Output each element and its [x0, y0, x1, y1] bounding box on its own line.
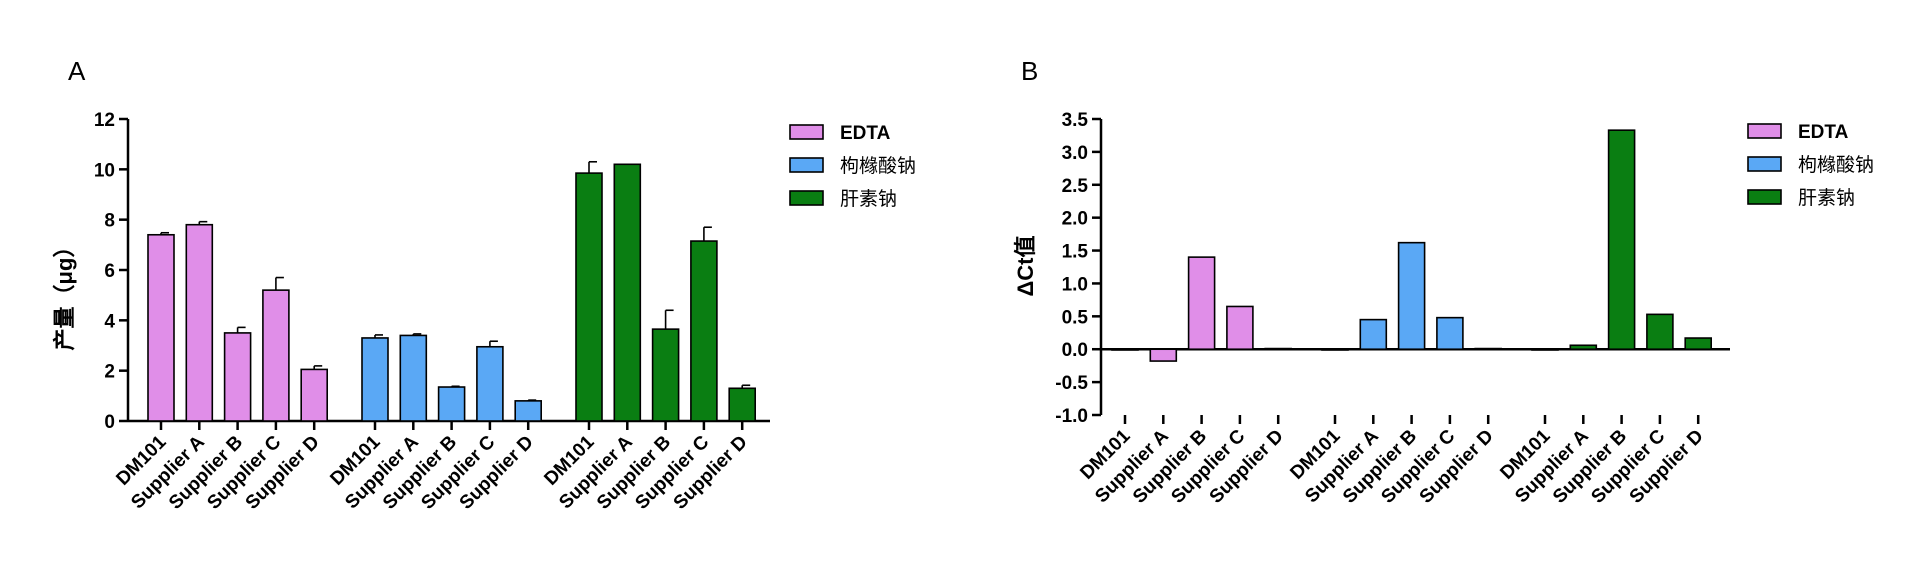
chart-a-y-tick-label: 8 [104, 211, 115, 232]
chart-a-y-tick-label: 6 [104, 261, 115, 282]
chart-a-legend-label: EDTA [840, 123, 891, 144]
chart-b-bar [1359, 318, 1388, 351]
chart-a-y-tick-label: 2 [104, 362, 115, 383]
chart-a-y-tick-label: 0 [104, 412, 115, 433]
chart-b-bar [1226, 305, 1254, 351]
chart-a-bar [223, 332, 252, 422]
chart-b-bar [1436, 316, 1464, 351]
chart-b-y-tick-label: 2.0 [1062, 209, 1088, 230]
chart-b-y-tick-label: 0.5 [1062, 307, 1089, 328]
chart-a-bar [476, 345, 504, 422]
chart-a-bar [690, 240, 718, 422]
chart-a-bar [575, 172, 603, 422]
chart-b-y-tick-label: -1.0 [1055, 406, 1088, 427]
chart-a-legend-label: 枸橼酸钠 [840, 155, 916, 177]
chart-b-bar [1474, 347, 1502, 351]
chart-a-bar [399, 334, 428, 422]
chart-a-y-tick-label: 10 [94, 160, 115, 181]
chart-b-bar [1321, 348, 1349, 351]
chart-b-legend-swatch [1747, 123, 1782, 139]
chart-a-bar [651, 328, 680, 422]
chart-b-y-tick-label: 3.0 [1062, 143, 1088, 164]
chart-b-y-axis-label: ΔCt值 [1013, 235, 1038, 296]
chart-b: -1.0-0.50.00.51.01.52.02.53.03.5ΔCt值DM10… [1013, 110, 1874, 508]
chart-a-y-axis-label: 产量（μg） [52, 236, 77, 351]
chart-b-bar [1684, 337, 1712, 351]
chart-b-legend-label: 肝素钠 [1798, 187, 1855, 209]
chart-b-y-tick-label: 2.5 [1062, 176, 1089, 197]
chart-b-bar [1607, 129, 1636, 351]
chart-a-bar [437, 386, 466, 422]
chart-b-bar [1111, 348, 1139, 351]
chart-a-bar [262, 289, 290, 422]
chart-b-bar [1149, 348, 1178, 362]
chart-b-y-tick-label: 0.0 [1062, 340, 1088, 361]
chart-a-bar [728, 387, 757, 422]
chart-a-y-tick-label: 12 [94, 110, 115, 131]
chart-b-y-tick-label: 1.5 [1062, 242, 1089, 263]
chart-b-bar [1187, 256, 1216, 351]
chart-a-bar [613, 163, 642, 422]
chart-b-bar [1531, 348, 1559, 351]
chart-b-legend-swatch [1747, 156, 1782, 172]
chart-a-bar [185, 223, 214, 422]
chart-b-y-tick-label: -0.5 [1055, 373, 1088, 394]
chart-a-legend-swatch [789, 190, 824, 206]
chart-a-y-tick-label: 4 [104, 311, 115, 332]
chart-b-bar [1646, 313, 1674, 351]
chart-a-legend-swatch [789, 157, 824, 173]
chart-b-y-tick-label: 3.5 [1062, 110, 1089, 131]
chart-a-legend-label: 肝素钠 [840, 188, 897, 210]
chart-b-legend-label: EDTA [1798, 122, 1849, 143]
chart-b-legend-swatch [1747, 189, 1782, 205]
chart-b-bar [1569, 344, 1598, 351]
chart-b-legend-label: 枸橼酸钠 [1798, 154, 1874, 176]
chart-b-bar [1264, 347, 1292, 351]
chart-a-bar [361, 337, 389, 422]
chart-a-bar [147, 233, 175, 422]
chart-a-legend-swatch [789, 124, 824, 140]
panel-a-label: A [68, 56, 86, 86]
chart-b-bar [1397, 241, 1426, 351]
chart-a-bar [514, 400, 543, 422]
panel-b-label: B [1021, 56, 1038, 86]
chart-b-y-tick-label: 1.0 [1062, 274, 1088, 295]
chart-a-bar [300, 368, 329, 422]
